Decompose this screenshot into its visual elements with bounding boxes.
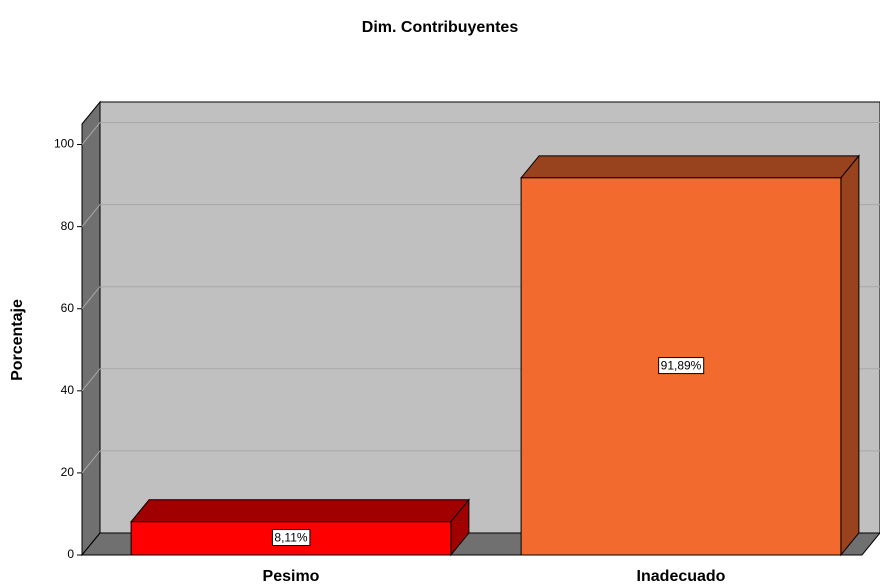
y-tick-label: 80 [61, 219, 75, 233]
y-tick-label: 60 [61, 301, 75, 315]
bar [130, 498, 470, 557]
value-label: 91,89% [661, 359, 702, 373]
x-tick-label: Pesimo [263, 568, 320, 585]
bar-top [520, 155, 860, 179]
y-tick-label: 40 [61, 383, 75, 397]
value-label: 8,11% [274, 531, 307, 545]
y-tick-label: 0 [67, 547, 74, 561]
grid-line [81, 450, 101, 474]
bar-top [130, 499, 470, 523]
x-tick-label: Inadecuado [637, 568, 726, 585]
grid-line [81, 204, 101, 227]
value-label-box [658, 357, 705, 375]
left-wall [81, 100, 101, 557]
chart-title: Dim. Contribuyentes [362, 19, 519, 36]
grid-line [81, 286, 101, 310]
bar-side [840, 154, 860, 557]
y-tick-label: 20 [61, 465, 75, 479]
y-tick-label: 100 [54, 137, 74, 151]
grid-line [81, 368, 101, 392]
bar [520, 154, 860, 557]
y-axis-title: Porcentaje [9, 299, 26, 381]
value-label-box [271, 529, 311, 547]
grid-line [81, 122, 101, 145]
